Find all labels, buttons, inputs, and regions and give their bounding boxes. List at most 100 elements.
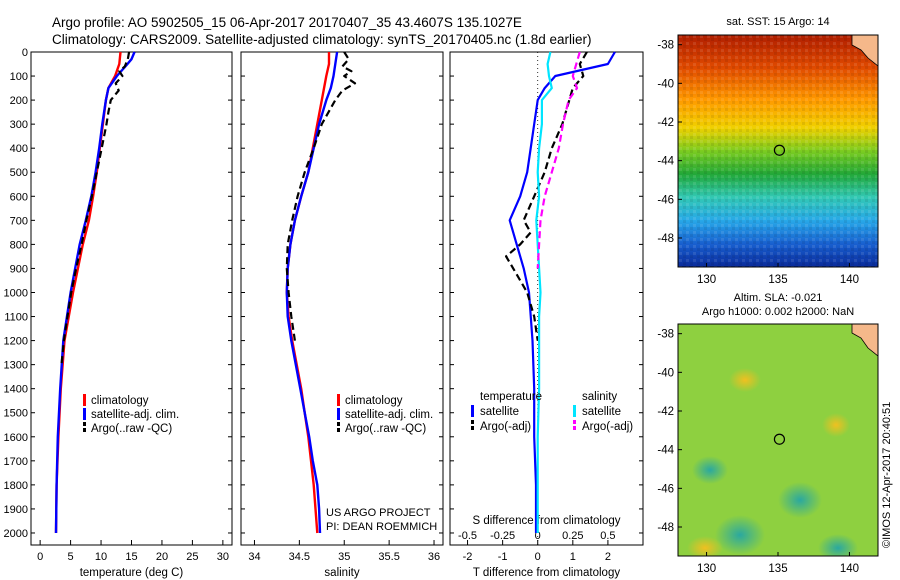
x-tick-label: 30 (217, 551, 229, 563)
map-y-tick-label: -44 (657, 445, 674, 457)
sla-low-blob (692, 456, 728, 484)
map-x-tick-label: 140 (840, 563, 859, 575)
salinity-profile-panel: 34 34.5 35 35.5 36 salinity (240, 51, 444, 579)
difference-profile-panel: -2 -1 0 1 2 T difference from climatology S di… (449, 51, 644, 579)
x-tick-label: 2 (605, 551, 611, 563)
x-tick-label: 15 (125, 551, 137, 563)
series-line-temperature-satellite (508, 51, 616, 533)
map-y-tick-label: -48 (657, 233, 674, 245)
x-tick-label: 25 (186, 551, 198, 563)
y-tick-label: 1800 (4, 480, 28, 492)
series-line-argo-raw-qc (285, 51, 357, 341)
sla-land-mass (851, 324, 878, 357)
sla-map (678, 324, 878, 556)
x-axis-label: salinity (324, 567, 359, 579)
map-y-tick-label: -42 (657, 117, 674, 129)
map-y-tick-label: -38 (657, 40, 674, 52)
x-tick-label: 5 (68, 551, 74, 563)
y-tick-label: 400 (10, 143, 28, 155)
legend-label: Argo(-adj) (582, 421, 633, 433)
legend-swatch-sal-satellite (573, 405, 576, 417)
y-tick-label: 1400 (4, 384, 28, 396)
temperature-legend: climatology satellite-adj. clim. Argo(..… (83, 394, 179, 435)
series-line-salinity-satellite (535, 51, 553, 533)
legend-label: climatology (345, 395, 403, 407)
project-annotation: US ARGO PROJECT (326, 507, 431, 519)
sla-field (678, 324, 878, 556)
y-tick-label: 0 (22, 47, 28, 59)
legend-swatch-satellite (337, 408, 340, 420)
map-y-tick-label: -42 (657, 406, 674, 418)
y-tick-label: 100 (10, 71, 28, 83)
plot-frame (449, 51, 644, 546)
sst-texture (678, 35, 878, 267)
top-tick-label: -0.5 (458, 530, 477, 542)
series-line-salinity-argo-adj (536, 51, 581, 269)
legend-label: Argo(..raw -QC) (345, 423, 426, 435)
copyright-text: ©IMOS 12-Apr-2017 20:40:51 (881, 402, 893, 548)
legend-swatch-climatology (337, 394, 340, 406)
salinity-legend: climatology satellite-adj. clim. Argo(..… (326, 394, 437, 533)
map-x-tick-label: 135 (768, 274, 787, 286)
x-tick-label: 35 (338, 551, 350, 563)
sst-map-title: sat. SST: 15 Argo: 14 (726, 16, 829, 28)
x-axis-label: T difference from climatology (473, 567, 620, 579)
y-tick-label: 1100 (4, 312, 28, 324)
sla-high-blob (729, 368, 761, 392)
series-line-argo-raw-qc (60, 51, 131, 365)
y-tick-label: 800 (10, 239, 28, 251)
plot-frame (30, 51, 233, 546)
legend-swatch-temp-satellite (471, 405, 474, 417)
sst-map (678, 35, 878, 267)
y-tick-label: 1600 (4, 432, 28, 444)
y-tick-label: 600 (10, 191, 28, 203)
x-axis-label: temperature (deg C) (80, 567, 184, 579)
y-tick-label: 1200 (4, 336, 28, 348)
map-x-tick-label: 130 (697, 274, 716, 286)
legend-label: satellite (480, 406, 519, 418)
y-tick-label: 2000 (4, 528, 28, 540)
legend-swatch-satellite (83, 408, 86, 420)
top-tick-label: 0.5 (600, 530, 615, 542)
legend-label: Argo(..raw -QC) (91, 423, 172, 435)
top-tick-label: 0 (535, 530, 541, 542)
x-tick-label: 35.5 (378, 551, 399, 563)
pi-annotation: PI: DEAN ROEMMICH (326, 521, 437, 533)
plot-frame (240, 51, 444, 546)
map-x-tick-label: 135 (768, 563, 787, 575)
sla-map-title: Altim. SLA: -0.021 (734, 292, 823, 304)
map-y-tick-label: -48 (657, 522, 674, 534)
y-tick-label: 1500 (4, 408, 28, 420)
x-tick-label: -1 (498, 551, 508, 563)
temperature-profile-panel: 0100200300400500600700800900100011001200… (4, 47, 233, 579)
legend-label: climatology (91, 395, 149, 407)
x-tick-label: 10 (95, 551, 107, 563)
x-tick-label: 20 (156, 551, 168, 563)
y-tick-label: 1700 (4, 456, 28, 468)
y-tick-label: 1900 (4, 504, 28, 516)
difference-legend: temperature satellite Argo(-adj) salinit… (471, 391, 633, 433)
map-y-tick-label: -40 (657, 367, 674, 379)
x-tick-label: 34.5 (289, 551, 310, 563)
sla-map-subtitle: Argo h1000: 0.002 h2000: NaN (702, 306, 854, 318)
figure-title: Argo profile: AO 5902505_15 06-Apr-2017 … (52, 15, 522, 30)
legend-swatch-climatology (83, 394, 86, 406)
y-tick-label: 700 (10, 215, 28, 227)
sst-map-axes: 130 135 140 -38 -40 -42 -44 -46 -48 (657, 40, 859, 286)
x-tick-label: 36 (428, 551, 440, 563)
sla-high-blob (822, 413, 850, 437)
legend-label: Argo(-adj) (480, 421, 531, 433)
y-tick-label: 200 (10, 95, 28, 107)
y-tick-label: 900 (10, 263, 28, 275)
map-y-tick-label: -38 (657, 329, 674, 341)
sla-low-blob (778, 482, 822, 518)
map-y-tick-label: -40 (657, 78, 674, 90)
top-tick-label: -0.25 (490, 530, 515, 542)
y-tick-label: 300 (10, 119, 28, 131)
map-y-tick-label: -44 (657, 156, 674, 168)
legend-label: satellite-adj. clim. (345, 409, 433, 421)
map-x-tick-label: 140 (840, 274, 859, 286)
sst-land-mass (851, 35, 878, 67)
legend-title-temperature: temperature (480, 391, 542, 403)
sla-map-axes: 130 135 140 -38 -40 -42 -44 -46 -48 (657, 329, 859, 575)
